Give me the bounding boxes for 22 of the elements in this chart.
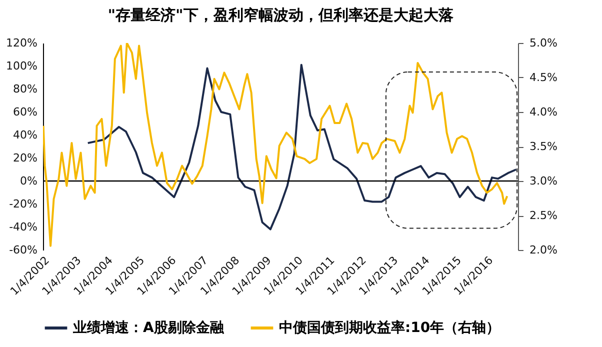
y2-tick-label: 2.0%	[530, 244, 558, 256]
line-series	[86, 64, 518, 230]
legend-label: 业绩增速：A股剔除金融	[72, 320, 225, 336]
line-series	[43, 43, 508, 247]
y2-tick-label: 4.0%	[530, 106, 558, 118]
y-tick-label: 0%	[20, 174, 38, 188]
y-tick-label: 100%	[6, 60, 38, 72]
y-tick-label: 60%	[13, 106, 38, 118]
y2-tick-label: 3.5%	[530, 140, 558, 153]
y2-tick-label: 3.0%	[530, 174, 558, 188]
y-tick-label: 20%	[13, 152, 38, 164]
y-tick-label: 80%	[13, 82, 38, 96]
legend-label: 中债国债到期收益率:10年（右轴）	[279, 319, 500, 336]
y2-tick-label: 5.0%	[530, 36, 558, 50]
y2-tick-label: 2.5%	[530, 209, 558, 222]
y-tick-label: 120%	[6, 36, 38, 50]
y2-tick-label: 4.5%	[530, 71, 558, 84]
y-tick-label: -20%	[9, 198, 38, 210]
chart-title: "存量经济"下，盈利窄幅波动，但利率还是大起大落	[108, 6, 454, 24]
y-tick-label: 40%	[13, 128, 38, 142]
y-tick-label: -60%	[9, 244, 38, 256]
y-tick-label: -40%	[9, 220, 38, 234]
